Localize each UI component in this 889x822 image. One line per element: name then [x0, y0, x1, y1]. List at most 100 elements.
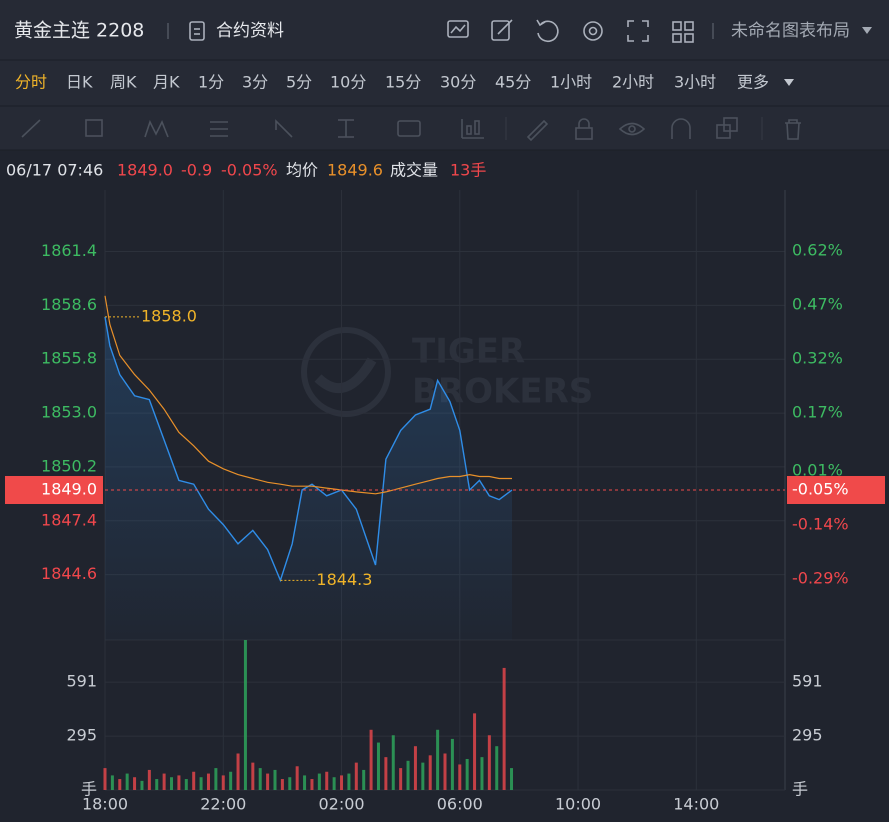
timeframe[interactable]: 15分 [385, 73, 421, 92]
x-tick-label: 22:00 [200, 795, 246, 814]
annotation-label: 1858.0 [141, 306, 197, 325]
indicator-icon[interactable] [447, 20, 469, 38]
timeframe[interactable]: 10分 [330, 73, 366, 92]
volume-bar [103, 768, 107, 790]
volume-bar [184, 779, 188, 790]
info-datetime: 06/17 07:46 [6, 161, 103, 180]
volume-bar [413, 746, 417, 790]
timeframe[interactable]: 5分 [286, 73, 312, 92]
timeframe[interactable]: 1分 [198, 73, 224, 92]
tool-magnet[interactable] [671, 118, 691, 139]
volume-bar [332, 777, 336, 790]
volume-bar [155, 779, 159, 790]
volume-bar [406, 760, 410, 790]
volume-tick-label: 手 [81, 780, 97, 799]
more-timeframes[interactable]: 更多 [737, 73, 769, 92]
timeframe[interactable]: 1小时 [550, 73, 592, 92]
timeframe[interactable]: 月K [153, 73, 180, 92]
volume-bar [502, 667, 506, 790]
tool-measure[interactable] [338, 119, 354, 138]
volume-bar [458, 764, 462, 790]
contract-info-button[interactable]: 合约资料 [189, 21, 284, 41]
contract-info[interactable]: 合约资料 [216, 21, 284, 41]
tool-arrow[interactable] [275, 119, 293, 138]
watermark-text: TIGER [412, 332, 525, 372]
volume-tick-label: 手 [792, 780, 808, 799]
info-avg: 1849.6 [327, 161, 383, 180]
y-tick-label: 1861.4 [41, 241, 97, 260]
volume-bar [317, 773, 321, 790]
info-volume-label: 成交量 [390, 161, 438, 180]
dropdown-arrow[interactable] [862, 27, 872, 34]
volume-bar [362, 769, 366, 790]
volume-bar [147, 769, 151, 790]
tool-delete[interactable] [785, 119, 801, 140]
tool-copy[interactable] [716, 117, 738, 139]
y2-tick-label: -0.29% [792, 568, 849, 587]
volume-bar [177, 775, 181, 790]
fullscreen-icon[interactable] [627, 20, 649, 42]
volume-bar [273, 769, 277, 790]
tool-stroke [618, 122, 646, 136]
timeframe[interactable]: 2小时 [612, 73, 654, 92]
icon-frame [491, 20, 510, 41]
instrument-title[interactable]: 黄金主连 2208 [14, 20, 144, 42]
draw-icon[interactable] [491, 19, 513, 41]
volume-bar [487, 735, 491, 790]
tool-fib[interactable] [210, 121, 228, 137]
timeframe[interactable]: 45分 [495, 73, 531, 92]
volume-bar [295, 766, 299, 790]
info-volume: 13手 [450, 161, 486, 180]
volume-bar [384, 757, 388, 790]
volume-bar [206, 773, 210, 790]
volume-bar [510, 768, 514, 790]
volume-bar [162, 773, 166, 790]
tool-bars[interactable] [461, 119, 484, 139]
timeframe[interactable]: 周K [110, 73, 137, 92]
tool-lock[interactable] [575, 118, 593, 140]
y2-tick-label: 0.47% [792, 295, 843, 314]
tool-line[interactable] [21, 119, 41, 138]
timeframe[interactable]: 3小时 [674, 73, 716, 92]
watermark-logo [301, 327, 391, 417]
volume-bar [399, 768, 403, 790]
timeframe[interactable]: 日K [66, 73, 93, 92]
settings-icon[interactable] [583, 21, 603, 41]
last-price-label: 1849.0 [41, 480, 97, 499]
volume-bar [192, 771, 196, 790]
last-pct-box [787, 476, 885, 504]
timeframe[interactable]: 3分 [242, 73, 268, 92]
tool-wave[interactable] [144, 119, 169, 138]
tool-pen[interactable] [526, 119, 549, 142]
icon-cell [672, 33, 682, 43]
volume-bar [258, 768, 262, 790]
volume-bar [421, 762, 425, 790]
volume-bar [243, 640, 247, 790]
dropdown-arrow[interactable] [784, 79, 794, 86]
y2-tick-label: -0.14% [792, 514, 849, 533]
timeframe[interactable]: 30分 [440, 73, 476, 92]
tool-rect[interactable] [85, 119, 103, 137]
volume-bar [110, 775, 114, 790]
timeframe[interactable]: 分时 [15, 73, 47, 92]
volume-bar [303, 775, 307, 790]
tool-stroke [578, 118, 590, 128]
volume-bar [428, 755, 432, 790]
x-tick-label: 06:00 [437, 795, 483, 814]
price-area [105, 316, 513, 640]
tool-eye[interactable] [618, 122, 646, 136]
layout-icon[interactable] [672, 21, 694, 43]
y2-tick-label: 0.01% [792, 460, 843, 479]
volume-bar [369, 729, 373, 790]
y-tick-label: 1858.6 [41, 295, 97, 314]
tool-stroke [466, 125, 472, 135]
tool-text[interactable] [397, 120, 421, 137]
undo-icon[interactable] [536, 19, 559, 43]
tool-stroke [575, 127, 593, 140]
layout-name[interactable]: 未命名图表布局 [731, 21, 850, 41]
volume-bar [436, 729, 440, 790]
icon-cell [684, 21, 694, 31]
y2-tick-label: 0.32% [792, 349, 843, 368]
x-tick-label: 18:00 [82, 795, 128, 814]
